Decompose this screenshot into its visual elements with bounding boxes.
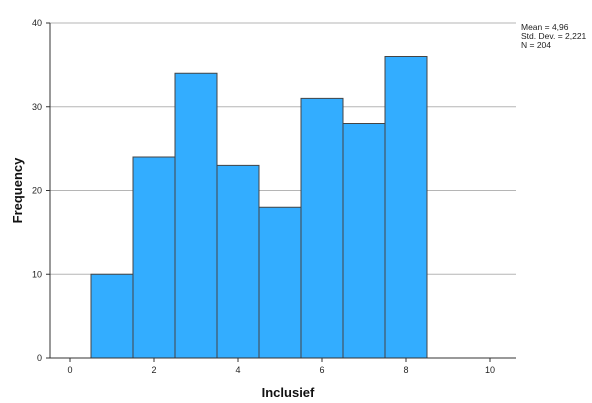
- y-axis-title: Frequency: [10, 157, 25, 224]
- y-tick-label-0: 0: [37, 353, 42, 363]
- histogram-bar-8: [384, 56, 428, 359]
- statistics-legend: Mean = 4,96 Std. Dev. = 2,221 N = 204: [521, 22, 587, 50]
- x-tick-label-0: 0: [67, 365, 72, 375]
- stat-mean: Mean = 4,96: [521, 22, 569, 32]
- x-tick-label-10: 10: [485, 365, 495, 375]
- y-tick-label-30: 30: [32, 102, 42, 112]
- histogram-bar-1: [90, 273, 134, 359]
- histogram-bar-7: [342, 123, 386, 359]
- histogram-bar-4: [216, 164, 260, 359]
- x-tick-label-4: 4: [235, 365, 240, 375]
- x-tick-label-8: 8: [403, 365, 408, 375]
- x-tick-label-6: 6: [319, 365, 324, 375]
- tick-labels: 0 10 20 30 40 0 2 4 6 8 10: [32, 18, 495, 375]
- stat-std-dev: Std. Dev. = 2,221: [521, 31, 587, 41]
- y-tick-label-20: 20: [32, 186, 42, 196]
- histogram-bar-2: [132, 156, 176, 359]
- histogram-bar-3: [174, 72, 218, 359]
- stat-n: N = 204: [521, 40, 551, 50]
- x-tick-label-2: 2: [151, 365, 156, 375]
- y-tick-label-40: 40: [32, 18, 42, 28]
- y-tick-label-10: 10: [32, 269, 42, 279]
- histogram-bar-6: [300, 97, 344, 359]
- bars: [90, 56, 428, 359]
- histogram-bar-5: [258, 206, 302, 359]
- x-axis-title: Inclusief: [262, 385, 315, 400]
